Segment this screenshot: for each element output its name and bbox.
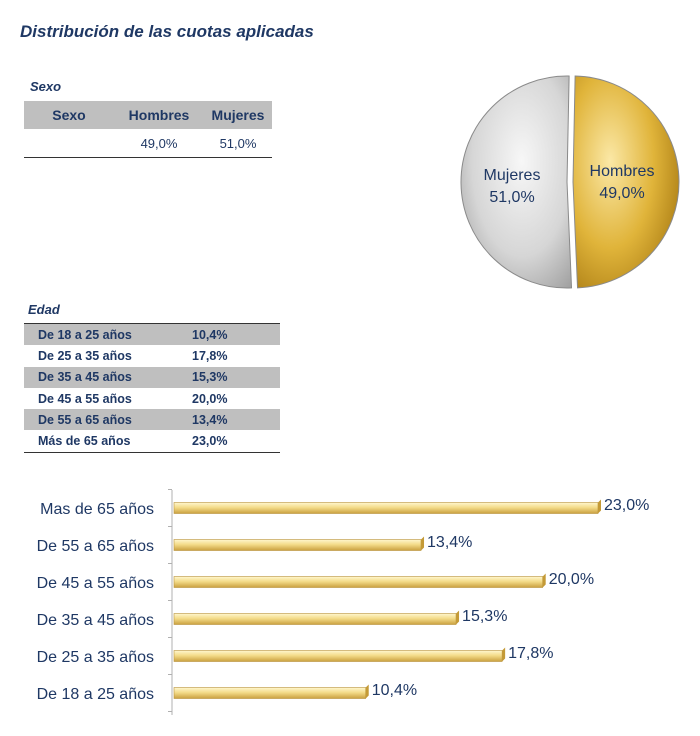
edad-row-value: 23,0% [192,434,228,449]
pie-label-hombres: Hombres [590,163,655,180]
bar-cap [502,647,506,662]
pie-label-mujeres: Mujeres [484,167,541,184]
bar-cap [421,536,425,551]
bar-category-label: Mas de 65 años [40,501,154,518]
bar-category-label: De 25 a 35 años [37,649,154,666]
bar-category-label: De 18 a 25 años [37,686,154,703]
bar-value-label: 23,0% [604,497,649,514]
edad-section-label: Edad [28,302,60,317]
bar-category-label: De 45 a 55 años [37,575,154,592]
bar [173,502,599,514]
bar-cap [456,610,460,625]
bar-value-label: 13,4% [427,534,472,551]
header-mujeres: Mujeres [211,107,265,123]
table-row: De 45 a 55 años 20,0% [24,388,280,409]
table-row: De 25 a 35 años 17,8% [24,345,280,366]
edad-row-label: De 18 a 25 años [38,327,132,342]
edad-row-label: Más de 65 años [38,434,131,449]
bar-value-label: 20,0% [549,571,594,588]
sexo-table-row: 49,0% 51,0% [24,129,272,158]
bar [173,539,422,551]
sexo-table: Sexo Hombres Mujeres 49,0% 51,0% [24,101,272,158]
bar [173,650,503,662]
pie-slice-mujeres [460,75,573,289]
bar-cap [365,684,369,699]
bar [173,613,457,625]
edad-row-label: De 25 a 35 años [38,348,132,363]
edad-row-value: 13,4% [192,412,228,427]
bar-value-label: 17,8% [508,645,553,662]
sexo-section-label: Sexo [30,79,62,94]
edad-row-label: De 55 a 65 años [38,412,132,427]
edad-row-value: 10,4% [192,327,228,342]
edad-row-value: 15,3% [192,370,228,385]
edad-row-label: De 45 a 55 años [38,391,132,406]
cell-mujeres: 51,0% [219,135,257,151]
page-title: Distribución de las cuotas aplicadas [20,22,314,41]
header-hombres: Hombres [128,107,190,123]
table-row: De 55 a 65 años 13,4% [24,409,280,431]
bar [173,687,367,699]
table-row: De 35 a 45 años 15,3% [24,366,280,388]
cell-hombres: 49,0% [140,135,178,151]
header-sexo: Sexo [52,107,86,123]
pie-value-hombres: 49,0% [599,185,644,202]
bar-cap [542,573,546,588]
bar [173,576,543,588]
bar-value-label: 15,3% [462,608,507,625]
bar-value-label: 10,4% [372,682,417,699]
pie-value-mujeres: 51,0% [489,189,534,206]
sexo-table-header: Sexo Hombres Mujeres [24,101,272,129]
sexo-pie-chart: Hombres 49,0% Mujeres 51,0% [460,75,680,289]
bar-cap [598,499,601,514]
edad-row-value: 17,8% [192,348,228,363]
edad-table: De 18 a 25 años 10,4% De 25 a 35 años 17… [24,323,280,453]
pie-slice-hombres [572,75,680,289]
bar-category-label: De 35 a 45 años [37,612,154,629]
table-row: De 18 a 25 años 10,4% [24,324,280,346]
bar-category-label: De 55 a 65 años [37,538,154,555]
edad-row-label: De 35 a 45 años [38,370,132,385]
table-row: Más de 65 años 23,0% [24,430,280,451]
edad-row-value: 20,0% [192,391,228,406]
edad-bar-chart: Mas de 65 años De 55 a 65 años De 45 a 55 … [37,489,649,715]
